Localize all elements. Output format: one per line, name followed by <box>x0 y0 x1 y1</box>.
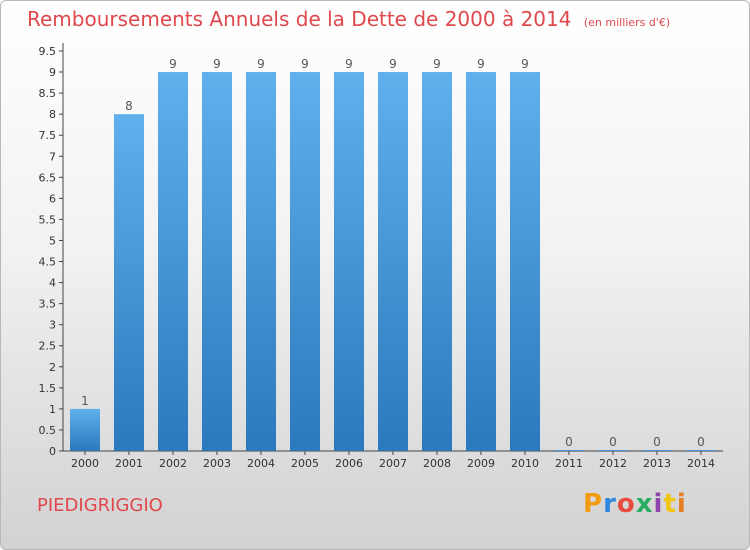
bar-value-label: 9 <box>389 57 397 71</box>
bar <box>466 72 496 451</box>
logo-letter: r <box>603 489 617 519</box>
bar-value-label: 0 <box>565 435 573 449</box>
logo-letter: o <box>616 489 636 519</box>
y-tick-label: 1.5 <box>39 382 57 395</box>
bar <box>114 114 144 451</box>
x-tick-label: 2006 <box>335 457 363 470</box>
bar <box>70 408 100 451</box>
y-tick-label: 2.5 <box>39 340 57 353</box>
y-tick-label: 9 <box>49 66 56 79</box>
logo-letter: t <box>663 489 677 519</box>
x-tick-label: 2004 <box>247 457 275 470</box>
logo-letter: i <box>676 489 687 519</box>
bar <box>378 72 408 451</box>
bar <box>686 450 716 451</box>
y-tick-label: 6 <box>49 192 56 205</box>
y-tick-label: 0 <box>49 445 56 458</box>
bar-value-label: 0 <box>609 435 617 449</box>
bar <box>202 72 232 451</box>
x-tick-label: 2000 <box>71 457 99 470</box>
y-tick-label: 8.5 <box>39 87 57 100</box>
y-tick-label: 7 <box>49 150 56 163</box>
y-tick-label: 3 <box>49 319 56 332</box>
bar <box>334 72 364 451</box>
bar-value-label: 9 <box>521 57 529 71</box>
bar-value-label: 9 <box>345 57 353 71</box>
bar-value-label: 9 <box>477 57 485 71</box>
y-tick-label: 5.5 <box>39 213 57 226</box>
y-tick-label: 4 <box>49 277 56 290</box>
y-tick-label: 5 <box>49 234 56 247</box>
x-tick-label: 2008 <box>423 457 451 470</box>
bar-value-label: 1 <box>81 394 89 408</box>
bar <box>422 72 452 451</box>
y-tick-label: 6.5 <box>39 171 57 184</box>
bar <box>246 72 276 451</box>
x-tick-label: 2005 <box>291 457 319 470</box>
bar-value-label: 9 <box>433 57 441 71</box>
place-name: PIEDIGRIGGIO <box>37 495 163 516</box>
chart-title: Remboursements Annuels de la Dette de 20… <box>27 7 670 31</box>
y-tick-label: 7.5 <box>39 129 57 142</box>
bar-value-label: 9 <box>301 57 309 71</box>
x-tick-label: 2013 <box>643 457 671 470</box>
bar-value-label: 0 <box>653 435 661 449</box>
bar <box>158 72 188 451</box>
x-tick-label: 2012 <box>599 457 627 470</box>
chart-subtitle: (en milliers d'€) <box>583 16 671 29</box>
bar-value-label: 0 <box>697 435 705 449</box>
bar-value-label: 9 <box>257 57 265 71</box>
bar <box>642 450 672 451</box>
x-tick-label: 2001 <box>115 457 143 470</box>
y-tick-label: 1 <box>49 403 56 416</box>
y-tick-label: 9.5 <box>39 45 57 58</box>
bar-value-label: 9 <box>169 57 177 71</box>
y-tick-label: 2 <box>49 361 56 374</box>
bar <box>290 72 320 451</box>
x-tick-label: 2011 <box>555 457 583 470</box>
bar <box>510 72 540 451</box>
logo-letter: i <box>653 489 664 519</box>
y-tick-label: 4.5 <box>39 256 57 269</box>
bar-value-label: 8 <box>125 99 133 113</box>
y-tick-label: 0.5 <box>39 424 57 437</box>
bar <box>598 450 628 451</box>
proxiti-logo[interactable]: Proxiti <box>583 489 687 519</box>
x-tick-label: 2014 <box>687 457 715 470</box>
logo-letter: x <box>635 489 654 519</box>
x-tick-label: 2009 <box>467 457 495 470</box>
logo-letter: P <box>583 489 604 519</box>
chart-title-text: Remboursements Annuels de la Dette de 20… <box>27 7 572 31</box>
y-tick-label: 8 <box>49 108 56 121</box>
bar <box>554 450 584 451</box>
x-tick-label: 2002 <box>159 457 187 470</box>
x-tick-label: 2003 <box>203 457 231 470</box>
x-tick-label: 2010 <box>511 457 539 470</box>
bar-value-label: 9 <box>213 57 221 71</box>
x-tick-label: 2007 <box>379 457 407 470</box>
y-tick-label: 3.5 <box>39 298 57 311</box>
